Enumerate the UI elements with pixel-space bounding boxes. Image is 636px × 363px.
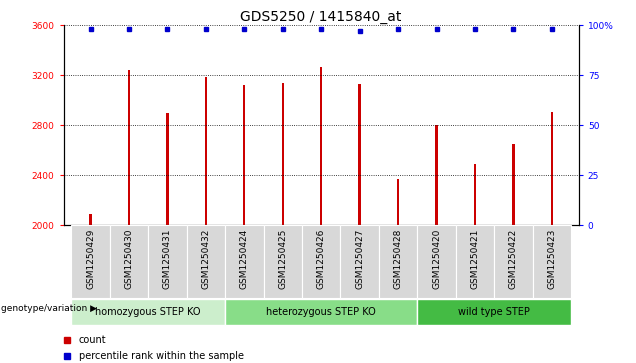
Bar bbox=[379, 225, 417, 298]
Bar bbox=[494, 225, 532, 298]
Text: percentile rank within the sample: percentile rank within the sample bbox=[79, 351, 244, 362]
Text: GSM1250422: GSM1250422 bbox=[509, 229, 518, 289]
Title: GDS5250 / 1415840_at: GDS5250 / 1415840_at bbox=[240, 11, 402, 24]
Text: GSM1250430: GSM1250430 bbox=[125, 229, 134, 289]
Bar bbox=[225, 225, 263, 298]
Bar bbox=[474, 164, 476, 225]
Bar bbox=[282, 83, 284, 225]
Bar bbox=[263, 225, 302, 298]
Bar bbox=[456, 225, 494, 298]
Text: GSM1250432: GSM1250432 bbox=[202, 229, 211, 289]
Text: GSM1250427: GSM1250427 bbox=[355, 229, 364, 289]
Bar bbox=[320, 66, 322, 225]
Bar bbox=[532, 225, 571, 298]
Text: GSM1250420: GSM1250420 bbox=[432, 229, 441, 289]
Bar bbox=[551, 111, 553, 225]
Bar bbox=[359, 84, 361, 225]
Bar bbox=[128, 70, 130, 225]
Text: GSM1250421: GSM1250421 bbox=[471, 229, 480, 289]
Bar bbox=[110, 225, 148, 298]
Bar bbox=[148, 225, 186, 298]
Text: genotype/variation ▶: genotype/variation ▶ bbox=[1, 304, 97, 313]
Text: homozygous STEP KO: homozygous STEP KO bbox=[95, 307, 201, 317]
Bar bbox=[397, 179, 399, 225]
Bar bbox=[436, 125, 438, 225]
Bar bbox=[302, 225, 340, 298]
Bar bbox=[89, 214, 92, 225]
Text: count: count bbox=[79, 335, 106, 345]
Text: GSM1250424: GSM1250424 bbox=[240, 229, 249, 289]
Bar bbox=[205, 77, 207, 225]
Bar bbox=[512, 144, 515, 225]
Bar bbox=[186, 225, 225, 298]
Text: wild type STEP: wild type STEP bbox=[459, 307, 530, 317]
Text: GSM1250426: GSM1250426 bbox=[317, 229, 326, 289]
Bar bbox=[166, 113, 169, 225]
Bar bbox=[71, 299, 225, 325]
Bar bbox=[417, 299, 571, 325]
Bar bbox=[243, 85, 245, 225]
Bar bbox=[71, 225, 110, 298]
Bar bbox=[340, 225, 379, 298]
Text: GSM1250423: GSM1250423 bbox=[548, 229, 556, 289]
Bar bbox=[417, 225, 456, 298]
Text: GSM1250428: GSM1250428 bbox=[394, 229, 403, 289]
Text: GSM1250429: GSM1250429 bbox=[86, 229, 95, 289]
Bar bbox=[225, 299, 417, 325]
Text: heterozygous STEP KO: heterozygous STEP KO bbox=[266, 307, 376, 317]
Text: GSM1250425: GSM1250425 bbox=[278, 229, 287, 289]
Text: GSM1250431: GSM1250431 bbox=[163, 229, 172, 289]
